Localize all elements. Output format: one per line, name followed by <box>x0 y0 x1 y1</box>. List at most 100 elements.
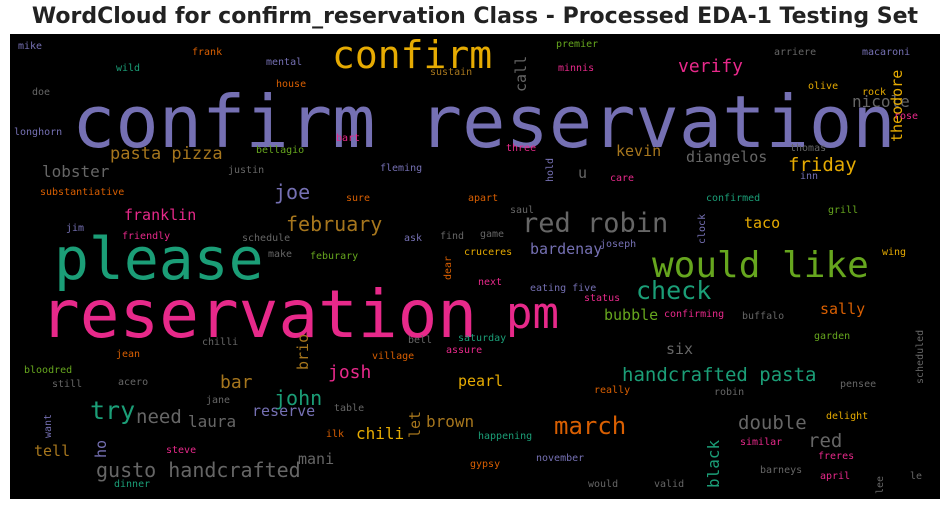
word-village: village <box>372 351 415 362</box>
chart-title: WordCloud for confirm_reservation Class … <box>31 4 919 29</box>
word-pasta-pizza: pasta pizza <box>110 144 223 164</box>
word-pm: pm <box>506 288 559 339</box>
word-rock: rock <box>862 87 887 98</box>
word-wild: wild <box>116 63 141 74</box>
word-valid: valid <box>654 479 685 490</box>
word-dinner: dinner <box>114 479 151 490</box>
word-longhorn: longhorn <box>14 127 63 138</box>
word-brown: brown <box>426 412 475 431</box>
word-red-robin: red robin <box>522 208 669 239</box>
word-similar: similar <box>740 437 783 448</box>
word-acero: acero <box>118 377 149 388</box>
word-scheduled: scheduled <box>915 329 926 384</box>
word-mani: mani <box>298 450 335 468</box>
word-really: really <box>594 385 631 396</box>
word-chili: chili <box>356 424 405 443</box>
word-clock: clock <box>697 213 708 244</box>
word-house: house <box>276 79 307 90</box>
word-let: let <box>406 410 424 438</box>
word-verify: verify <box>678 56 744 77</box>
word-bardenay: bardenay <box>530 240 603 258</box>
word-saul: saul <box>510 205 535 216</box>
word-lee: lee <box>875 475 886 494</box>
word-arriere: arriere <box>774 47 817 58</box>
word-josh: josh <box>328 362 372 383</box>
word-bar: bar <box>220 372 253 393</box>
word-apart: apart <box>468 193 499 204</box>
word-ilk: ilk <box>326 429 345 440</box>
word-mental: mental <box>266 57 303 68</box>
word-diangelos: diangelos <box>686 148 768 166</box>
word-feburary: feburary <box>310 251 359 262</box>
word-reserve: reserve <box>252 402 316 420</box>
word-robin: robin <box>714 387 745 398</box>
word-minnis: minnis <box>558 63 595 74</box>
word-doe: doe <box>32 87 51 98</box>
word-substantiative: substantiative <box>40 187 125 198</box>
word-happening: happening <box>478 431 533 442</box>
word-jim: jim <box>66 223 85 234</box>
word-assure: assure <box>446 345 483 356</box>
word-inn: inn <box>800 171 819 182</box>
word-status: status <box>584 293 621 304</box>
word-ho: ho <box>92 439 110 458</box>
word-handcrafted-pasta: handcrafted pasta <box>622 364 817 386</box>
word-bellagio: bellagio <box>256 145 305 156</box>
word-macaroni: macaroni <box>862 47 911 58</box>
word-game: game <box>480 229 505 240</box>
word-would-like: would like <box>652 245 869 286</box>
word-bell: bell <box>408 335 433 346</box>
word-joe: joe <box>274 180 311 204</box>
word-black: black <box>704 439 723 488</box>
word-find: find <box>440 231 465 242</box>
word-confirm-reservation: confirm reservation <box>72 80 896 164</box>
word-please: please <box>54 225 264 293</box>
word-theodore: theodore <box>888 69 906 142</box>
word-franklin: franklin <box>124 206 197 224</box>
word-lobster: lobster <box>42 162 110 181</box>
word-double: double <box>738 412 807 434</box>
word-gusto-handcrafted: gusto handcrafted <box>96 458 301 482</box>
word-thomas: thomas <box>790 143 827 154</box>
word-try: try <box>90 396 136 425</box>
word-bart: bart <box>336 133 361 144</box>
word-cruceres: cruceres <box>464 247 513 258</box>
word-eating-five: eating five <box>530 283 597 294</box>
word-saturday: saturday <box>458 333 507 344</box>
word-buffalo: buffalo <box>742 311 785 322</box>
word-mike: mike <box>18 41 43 52</box>
word-chilli: chilli <box>202 337 239 348</box>
word-ask: ask <box>404 233 423 244</box>
word-nicole: nicole <box>852 92 910 111</box>
word-april: april <box>820 471 851 482</box>
word-tell: tell <box>34 442 71 460</box>
word-bubble: bubble <box>604 306 659 324</box>
word-red: red <box>808 430 843 452</box>
word-sustain: sustain <box>430 67 473 78</box>
word-jean: jean <box>116 349 141 360</box>
word-check: check <box>636 276 712 305</box>
word-rose: rose <box>894 111 919 122</box>
word-brio: brio <box>294 333 312 370</box>
word-next: next <box>478 277 503 288</box>
word-friendly: friendly <box>122 231 171 242</box>
word-reservation: reservation <box>40 276 478 353</box>
word-u: u <box>578 164 588 182</box>
word-freres: freres <box>818 451 855 462</box>
word-gypsy: gypsy <box>470 459 501 470</box>
word-hold: hold <box>545 157 556 182</box>
word-need: need <box>136 406 182 428</box>
word-kevin: kevin <box>616 142 662 160</box>
word-friday: friday <box>788 154 857 176</box>
word-confirming: confirming <box>664 309 725 320</box>
word-february: february <box>286 212 383 236</box>
word-confirmed: confirmed <box>706 193 761 204</box>
word-delight: delight <box>826 411 869 422</box>
word-november: november <box>536 453 585 464</box>
word-would: would <box>588 479 619 490</box>
word-pensee: pensee <box>840 379 877 390</box>
word-march: march <box>554 412 627 440</box>
word-still: still <box>52 379 83 390</box>
word-olive: olive <box>808 81 839 92</box>
word-grill: grill <box>828 205 859 216</box>
